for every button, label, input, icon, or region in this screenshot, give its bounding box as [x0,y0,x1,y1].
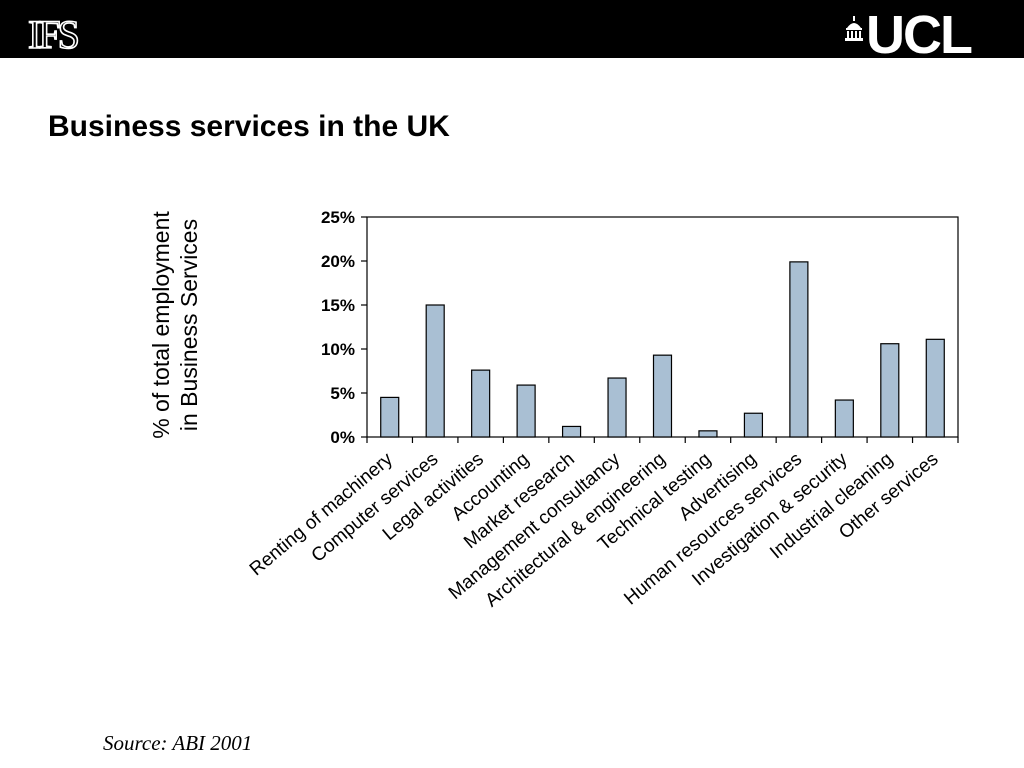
bar [925,338,945,438]
y-tick-label: 0% [330,428,355,447]
bar [425,304,445,438]
bar [607,377,627,438]
ucl-logo-text: UCL [866,5,973,65]
bar [789,261,809,438]
bar [652,354,673,438]
bar [834,399,854,438]
source-note: Source: ABI 2001 [103,731,253,755]
bar [471,369,491,438]
header-bar: IFS UCL [0,0,1024,62]
bar [880,343,900,438]
page-title: Business services in the UK [48,110,450,143]
ucl-dome-icon [845,16,863,41]
y-tick-label: 15% [321,296,355,315]
y-tick-label: 10% [321,340,355,359]
bar [516,384,536,438]
y-tick-label: 25% [321,208,355,227]
y-tick-label: 20% [321,252,355,271]
ifs-logo: IFS [27,12,80,57]
bar [380,396,400,438]
bar [561,425,582,438]
bar-chart: 0%5%10%15%20%25%Renting of machineryComp… [246,208,959,611]
bar [743,412,764,438]
y-tick-label: 5% [330,384,355,403]
bar [698,430,718,438]
